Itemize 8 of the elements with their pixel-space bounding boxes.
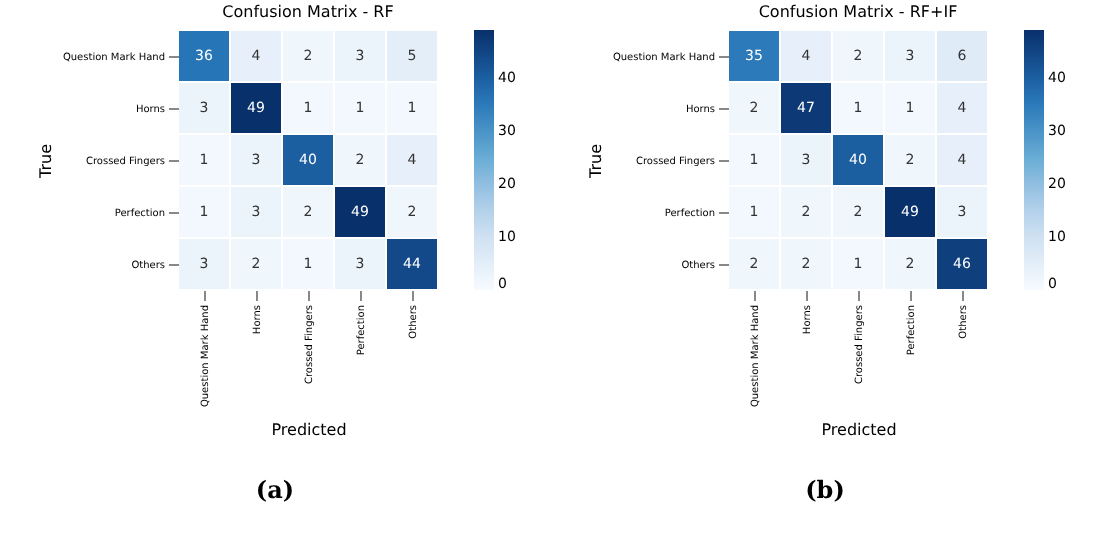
- x-axis-title: Predicted: [820, 421, 896, 440]
- chart-title: Confusion Matrix - RF+IF: [757, 3, 958, 21]
- y-axis-title: True: [35, 143, 54, 180]
- text: (a): [255, 476, 295, 504]
- y-axis-title: True: [585, 143, 604, 180]
- chart-title: Confusion Matrix - RF: [221, 3, 394, 21]
- text: (b): [805, 476, 845, 504]
- x-axis-title: Predicted: [270, 421, 346, 440]
